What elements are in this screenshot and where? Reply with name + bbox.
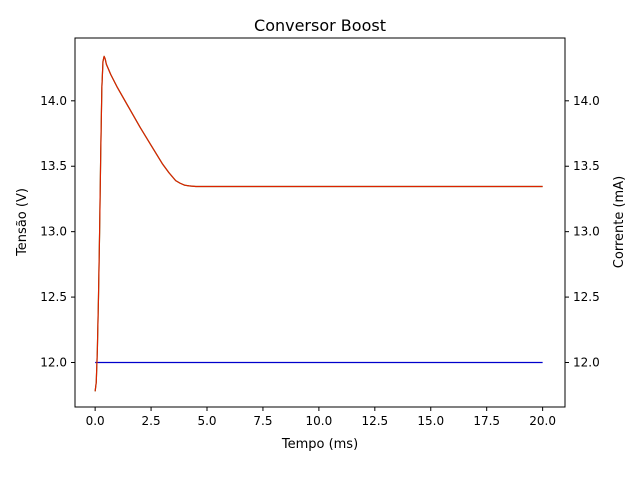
y-tick-label-right: 12.5 <box>573 290 600 304</box>
y-tick-label-right: 13.0 <box>573 225 600 239</box>
y-axis-label-right: Corrente (mA) <box>612 176 627 268</box>
chart-title: Conversor Boost <box>254 16 386 35</box>
x-tick-label: 20.0 <box>529 414 556 428</box>
y-tick-label-left: 12.0 <box>40 356 67 370</box>
x-axis-ticks: 0.0 2.5 5.0 7.5 10.0 12.5 15.0 17.5 20.0 <box>86 407 556 428</box>
x-tick-label: 5.0 <box>197 414 216 428</box>
y-tick-label-right: 12.0 <box>573 356 600 370</box>
series-line-2 <box>94 55 543 392</box>
y-tick-label-left: 13.0 <box>40 225 67 239</box>
y-axis-right-ticks: 12.0 12.5 13.0 13.5 14.0 <box>565 94 600 370</box>
x-tick-label: 17.5 <box>473 414 500 428</box>
y-tick-label-right: 14.0 <box>573 94 600 108</box>
x-tick-label: 2.5 <box>142 414 161 428</box>
y-tick-label-left: 14.0 <box>40 94 67 108</box>
x-tick-label: 0.0 <box>86 414 105 428</box>
x-tick-label: 12.5 <box>361 414 388 428</box>
plot-frame <box>74 37 566 408</box>
y-tick-label-right: 13.5 <box>573 159 600 173</box>
y-axis-left-ticks: 12.0 12.5 13.0 13.5 14.0 <box>40 94 75 370</box>
series-line-3 <box>94 55 543 392</box>
y-tick-label-left: 12.5 <box>40 290 67 304</box>
x-tick-label: 7.5 <box>253 414 272 428</box>
x-tick-label: 10.0 <box>306 414 333 428</box>
x-axis-label: Tempo (ms) <box>281 437 358 452</box>
series-layer <box>94 55 543 392</box>
x-tick-label: 15.0 <box>417 414 444 428</box>
y-axis-label-left: Tensão (V) <box>15 188 30 257</box>
y-tick-label-left: 13.5 <box>40 159 67 173</box>
